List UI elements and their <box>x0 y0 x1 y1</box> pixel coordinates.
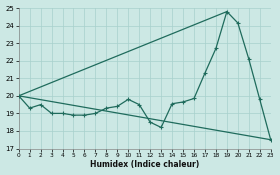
X-axis label: Humidex (Indice chaleur): Humidex (Indice chaleur) <box>90 160 199 169</box>
